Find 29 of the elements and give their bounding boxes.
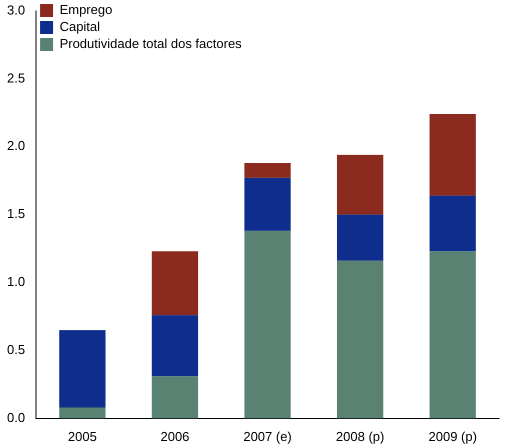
bar xyxy=(152,251,198,316)
bar xyxy=(244,178,291,231)
legend-label: Emprego xyxy=(60,2,112,18)
x-tick-label: 2007 (e) xyxy=(243,428,292,444)
legend-label: Produtividade total dos factores xyxy=(60,36,242,52)
bar xyxy=(336,260,384,418)
x-tick-label: 2009 (p) xyxy=(428,428,477,444)
bar xyxy=(152,376,198,418)
y-tick-label: 0.0 xyxy=(6,410,26,425)
bar xyxy=(152,315,198,376)
x-tick-label: 2005 xyxy=(68,428,97,444)
bar xyxy=(59,330,106,408)
y-tick-label: 1.5 xyxy=(6,206,26,222)
x-tick-label: 2008 (p) xyxy=(336,428,384,444)
y-tick-label: 3.0 xyxy=(6,2,26,18)
bar xyxy=(244,230,291,418)
bar xyxy=(244,162,291,178)
y-tick-label: 2.0 xyxy=(6,138,26,154)
bar xyxy=(430,114,476,196)
bar xyxy=(59,408,106,418)
y-tick-label: 0.5 xyxy=(6,342,26,358)
y-tick-label: 1.0 xyxy=(6,274,26,290)
x-tick-label: 2006 xyxy=(160,428,190,444)
legend-label: Capital xyxy=(60,19,100,34)
bar xyxy=(430,196,476,252)
bar xyxy=(430,251,476,418)
y-tick-label: 2.5 xyxy=(6,70,26,86)
bar xyxy=(336,154,384,215)
bar xyxy=(336,214,384,261)
